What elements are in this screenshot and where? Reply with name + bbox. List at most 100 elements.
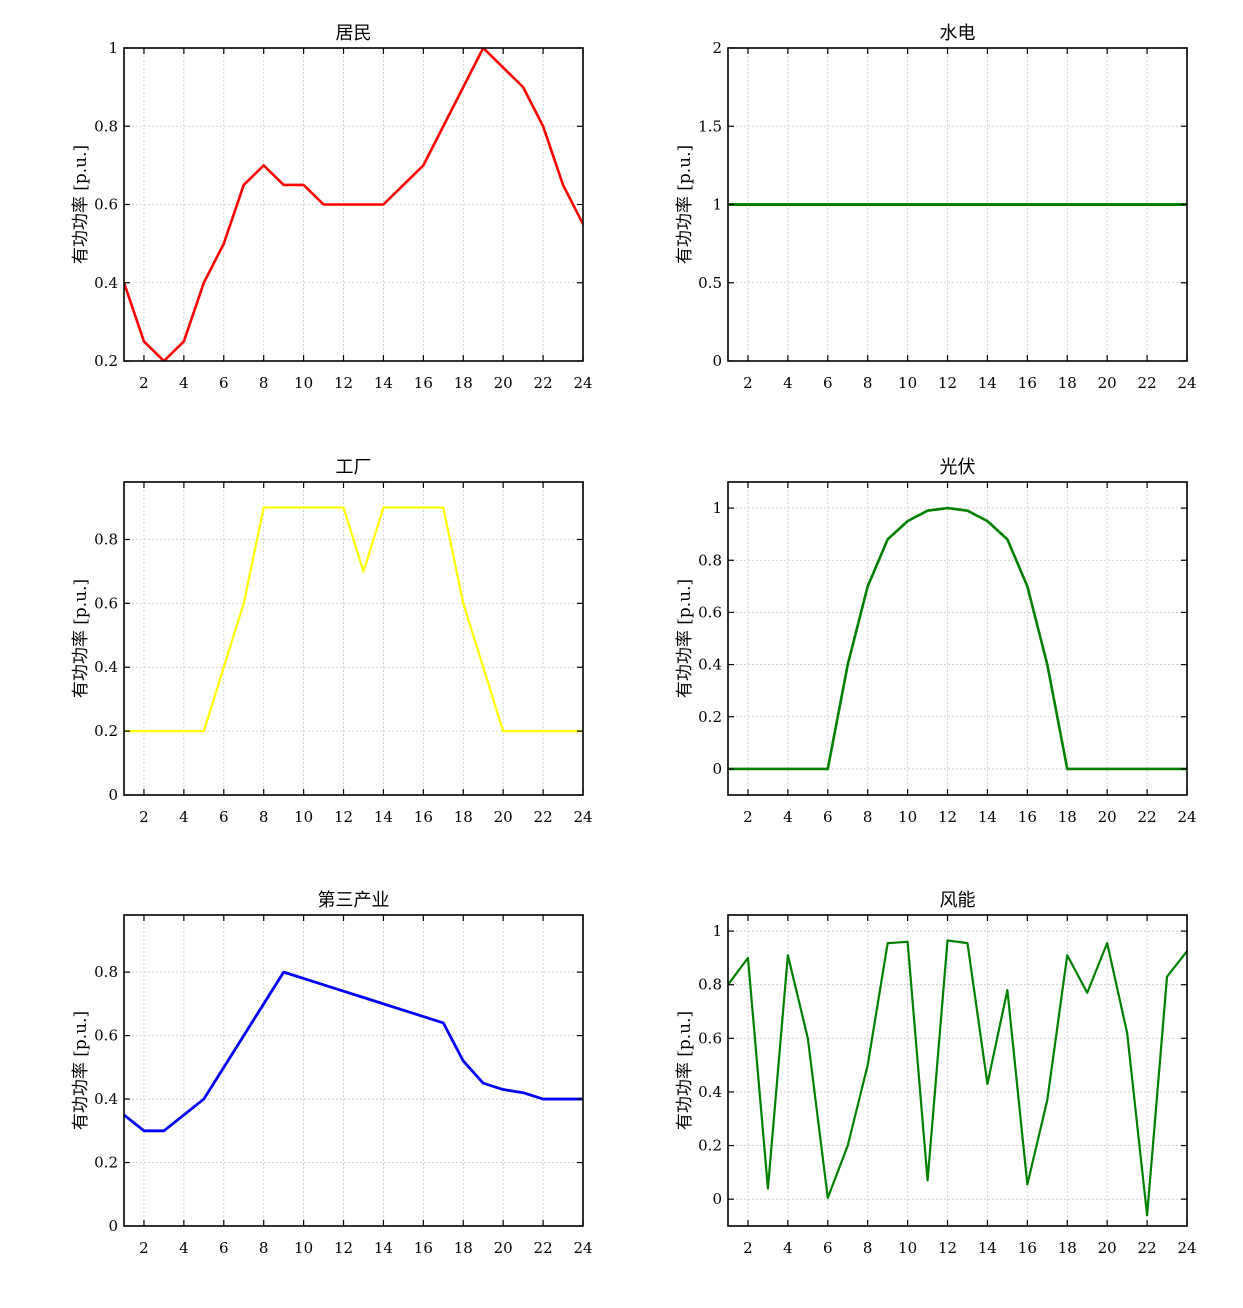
y-tick-label: 0.6 [94, 196, 118, 214]
x-tick-label: 22 [534, 1239, 553, 1257]
x-tick-label: 20 [494, 374, 513, 392]
x-tick-label: 10 [898, 808, 917, 826]
x-tick-label: 14 [978, 374, 997, 392]
x-tick-label: 14 [374, 374, 393, 392]
y-axis-label: 有功功率 [p.u.] [71, 1011, 91, 1130]
y-tick-label: 1.5 [698, 117, 722, 135]
x-tick-label: 2 [743, 1239, 753, 1257]
x-tick-label: 6 [219, 374, 229, 392]
series-line [124, 506, 583, 733]
x-tick-label: 16 [1018, 1239, 1037, 1257]
grid [124, 482, 583, 795]
y-tick-label: 0 [712, 1190, 722, 1208]
x-tick-label: 10 [294, 808, 313, 826]
y-axis-label: 有功功率 [p.u.] [71, 145, 91, 264]
x-tick-label: 24 [573, 374, 592, 392]
x-tick-label: 2 [743, 808, 753, 826]
x-tick-label: 20 [494, 808, 513, 826]
x-tick-label: 8 [259, 374, 269, 392]
x-tick-label: 12 [334, 808, 353, 826]
x-tick-label: 10 [898, 374, 917, 392]
y-tick-label: 1 [712, 922, 722, 940]
x-tick-label: 12 [938, 808, 957, 826]
x-tick-label: 12 [938, 1239, 957, 1257]
series-line [728, 506, 1187, 771]
y-tick-label: 0.2 [94, 352, 118, 370]
x-tick-label: 24 [573, 1239, 592, 1257]
plot-frame [123, 914, 584, 1227]
x-tick-label: 18 [1058, 808, 1077, 826]
x-tick-label: 10 [294, 374, 313, 392]
chart-title: 居民 [336, 23, 372, 44]
x-tick-label: 24 [1177, 1239, 1196, 1257]
y-tick-label: 0.8 [698, 976, 722, 994]
x-tick-label: 4 [179, 808, 189, 826]
x-tick-label: 16 [1018, 808, 1037, 826]
chart-title: 第三产业 [318, 890, 390, 911]
x-tick-label: 12 [938, 374, 957, 392]
x-tick-label: 14 [374, 1239, 393, 1257]
x-tick-label: 6 [219, 1239, 229, 1257]
y-axis-label: 有功功率 [p.u.] [675, 1011, 695, 1130]
y-tick-label: 0.6 [94, 594, 118, 612]
x-tick-label: 22 [534, 808, 553, 826]
series-line [124, 48, 583, 361]
x-tick-label: 6 [823, 1239, 833, 1257]
x-tick-label: 4 [783, 808, 793, 826]
y-tick-label: 0.5 [698, 274, 722, 292]
x-tick-label: 6 [823, 808, 833, 826]
x-tick-label: 18 [1058, 374, 1077, 392]
y-tick-label: 0.8 [698, 551, 722, 569]
y-tick-label: 0.8 [94, 963, 118, 981]
plot-frame [727, 914, 1188, 1227]
x-tick-label: 20 [1098, 808, 1117, 826]
chart-title: 水电 [940, 23, 976, 44]
series-line [728, 939, 1187, 1217]
x-tick-label: 14 [374, 808, 393, 826]
x-tick-label: 10 [294, 1239, 313, 1257]
x-tick-label: 6 [823, 374, 833, 392]
x-tick-label: 12 [334, 374, 353, 392]
x-tick-label: 8 [863, 374, 873, 392]
x-tick-label: 2 [139, 808, 149, 826]
x-tick-label: 24 [1177, 808, 1196, 826]
y-axis-label: 有功功率 [p.u.] [675, 579, 695, 698]
x-tick-label: 14 [978, 1239, 997, 1257]
x-tick-label: 2 [139, 374, 149, 392]
y-tick-label: 0.4 [698, 1083, 722, 1101]
grid [728, 915, 1187, 1226]
x-tick-label: 2 [139, 1239, 149, 1257]
x-tick-label: 2 [743, 374, 753, 392]
y-axis-label: 有功功率 [p.u.] [71, 579, 91, 698]
x-tick-label: 12 [334, 1239, 353, 1257]
y-tick-label: 1 [712, 196, 722, 214]
y-tick-label: 1 [712, 499, 722, 517]
x-tick-label: 8 [259, 1239, 269, 1257]
x-tick-label: 10 [898, 1239, 917, 1257]
x-tick-label: 22 [534, 374, 553, 392]
plot-frame [727, 481, 1188, 796]
y-tick-label: 0.8 [94, 117, 118, 135]
y-tick-label: 0.4 [94, 1090, 118, 1108]
x-tick-label: 24 [1177, 374, 1196, 392]
x-tick-label: 24 [573, 808, 592, 826]
y-tick-label: 0.6 [698, 603, 722, 621]
x-tick-label: 20 [1098, 374, 1117, 392]
y-tick-label: 0.4 [94, 658, 118, 676]
y-tick-label: 0.8 [94, 530, 118, 548]
y-tick-label: 0.4 [698, 656, 722, 674]
y-tick-label: 0.2 [698, 708, 722, 726]
x-tick-label: 18 [454, 374, 473, 392]
chart-title: 风能 [940, 890, 976, 911]
y-tick-label: 2 [712, 39, 722, 57]
x-tick-label: 16 [414, 808, 433, 826]
chart-title: 光伏 [940, 457, 976, 478]
x-tick-label: 14 [978, 808, 997, 826]
x-tick-label: 16 [1018, 374, 1037, 392]
y-tick-label: 0.6 [698, 1029, 722, 1047]
